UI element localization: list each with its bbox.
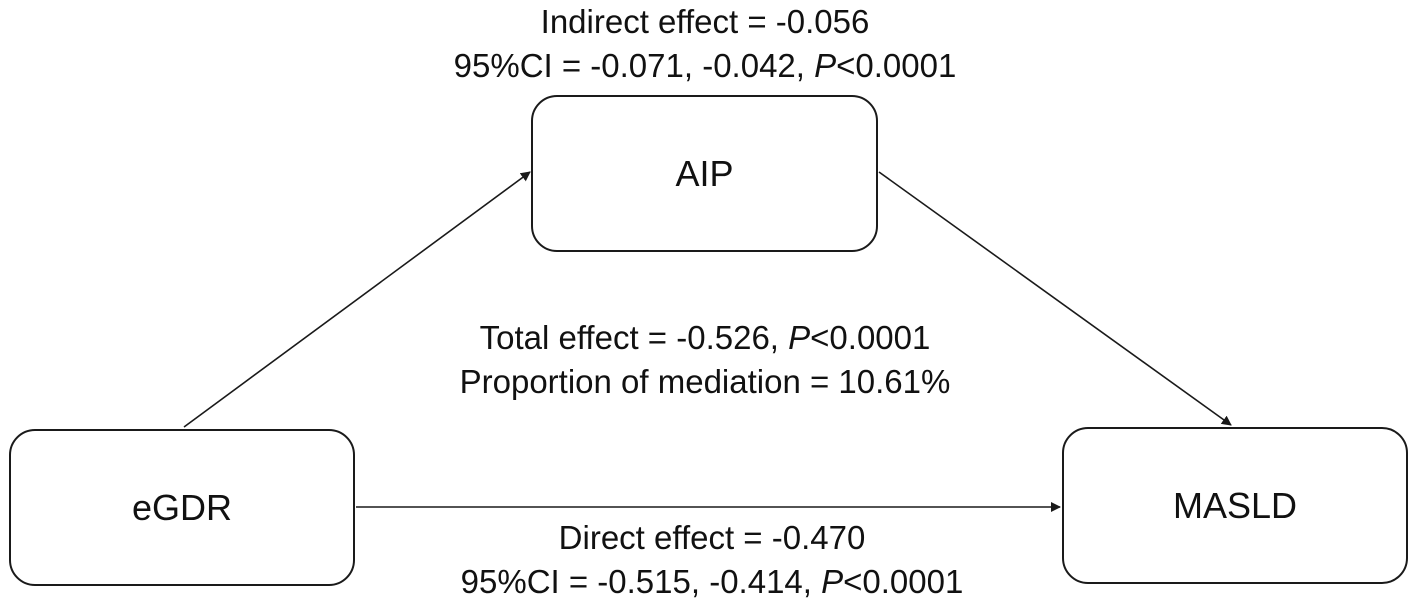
arrow-egdr-to-aip — [183, 171, 531, 428]
total-p-value: <0.0001 — [810, 319, 931, 356]
exposure-node-egdr: eGDR — [9, 429, 355, 586]
total-effect-line: Total effect = -0.526, P<0.0001 — [355, 316, 1055, 360]
outcome-node-masld: MASLD — [1062, 427, 1408, 584]
arrow-aip-to-masld — [878, 171, 1232, 426]
direct-effect-label: Direct effect = -0.470 95%CI = -0.515, -… — [355, 516, 1069, 604]
indirect-p-symbol: P — [814, 47, 837, 84]
direct-effect-line: Direct effect = -0.470 — [558, 519, 866, 556]
proportion-mediation-line: Proportion of mediation = 10.61% — [459, 363, 951, 400]
direct-ci-line: 95%CI = -0.515, -0.414, P<0.0001 — [355, 560, 1069, 604]
total-effect-text: Total effect = -0.526, — [479, 319, 789, 356]
indirect-effect-line: Indirect effect = -0.056 — [540, 3, 870, 40]
direct-p-value: <0.0001 — [843, 563, 964, 600]
total-p-symbol: P — [788, 319, 811, 356]
indirect-effect-label: Indirect effect = -0.056 95%CI = -0.071,… — [355, 0, 1055, 88]
outcome-node-label: MASLD — [1172, 484, 1298, 526]
indirect-p-value: <0.0001 — [836, 47, 957, 84]
direct-ci-text: 95%CI = -0.515, -0.414, — [460, 563, 822, 600]
direct-p-symbol: P — [821, 563, 844, 600]
mediator-node-aip: AIP — [531, 95, 878, 252]
total-effect-label: Total effect = -0.526, P<0.0001 Proporti… — [355, 316, 1055, 404]
indirect-ci-line: 95%CI = -0.071, -0.042, P<0.0001 — [355, 44, 1055, 88]
mediator-node-label: AIP — [675, 152, 734, 194]
exposure-node-label: eGDR — [131, 486, 233, 528]
indirect-ci-text: 95%CI = -0.071, -0.042, — [453, 47, 815, 84]
